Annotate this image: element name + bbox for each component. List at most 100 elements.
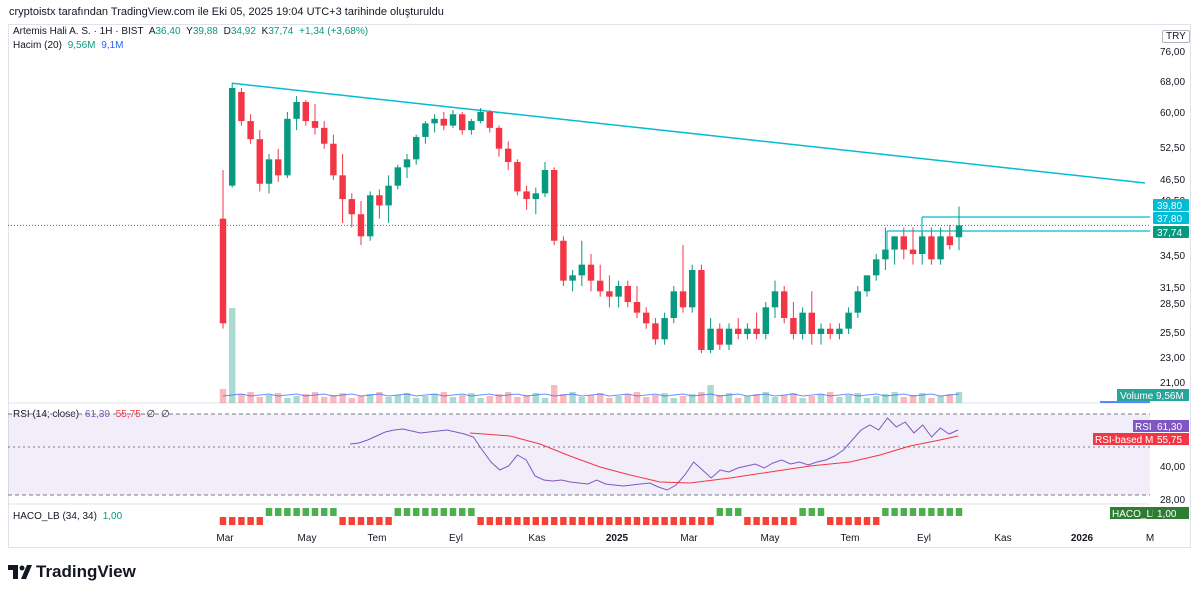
volume-bar	[909, 395, 917, 403]
candle-body	[872, 259, 880, 276]
chart-frame	[8, 24, 1191, 548]
currency-badge[interactable]: TRY	[1162, 30, 1190, 43]
price-axis-tick: 21,00	[1160, 378, 1185, 389]
haco-bar	[679, 517, 687, 525]
rsi-ma-name-tag: RSI-based MA	[1095, 435, 1160, 446]
volume-bar	[790, 393, 797, 403]
candle-body	[256, 139, 264, 184]
candle-body	[633, 302, 641, 313]
candle-body	[946, 236, 954, 246]
candle-body	[707, 328, 714, 350]
candle-body	[339, 175, 346, 200]
haco-bar	[403, 508, 411, 516]
candle-body	[661, 318, 668, 340]
candle-body	[578, 264, 586, 276]
time-axis-label: Kas	[994, 533, 1011, 544]
volume-bar	[330, 395, 337, 403]
haco-bar	[523, 517, 530, 525]
haco-bar	[937, 508, 944, 516]
haco-legend: HACO_LB (34, 34) 1,00	[13, 511, 125, 522]
volume-bar	[302, 394, 310, 403]
haco-bar	[302, 508, 310, 516]
candle-body	[302, 102, 310, 122]
haco-bar	[339, 517, 346, 525]
volume-bar	[394, 395, 402, 403]
volume-bar	[458, 395, 466, 403]
candle-body	[320, 127, 328, 144]
rsi-line	[349, 417, 959, 491]
haco-legend-value: 1,00	[102, 511, 123, 522]
volume-bar	[256, 397, 264, 403]
haco-bar	[633, 517, 641, 525]
volume-bar	[716, 395, 724, 403]
candle-body	[918, 236, 926, 254]
volume-bar	[348, 398, 356, 403]
candle-body	[900, 236, 908, 250]
haco-bar	[385, 517, 392, 525]
volume-bar	[661, 393, 668, 403]
haco-bar	[394, 508, 402, 516]
price-axis-tick: 28,50	[1160, 299, 1185, 310]
haco-bar	[716, 508, 724, 516]
volume-bar	[532, 393, 540, 403]
haco-bar	[219, 517, 227, 525]
haco-bar	[900, 508, 908, 516]
volume-value-tag-bg	[1153, 389, 1189, 401]
candle-body	[228, 88, 236, 186]
haco-bar	[799, 508, 806, 516]
volume-bar	[274, 393, 282, 403]
volume-bar	[376, 392, 383, 403]
candle-body	[394, 167, 402, 186]
volume-bar	[403, 393, 411, 403]
haco-bar	[431, 508, 438, 516]
candle-body	[624, 286, 632, 302]
haco-bar	[845, 517, 852, 525]
candle-body	[771, 291, 779, 308]
tradingview-logo[interactable]: TradingView	[8, 562, 136, 582]
haco-bar	[578, 517, 586, 525]
symbol-legend: Artemis Hali A. S. · 1H · BIST A36,40 Y3…	[13, 26, 371, 37]
haco-bar	[596, 517, 604, 525]
candle-body	[587, 264, 595, 281]
haco-bar	[808, 508, 816, 516]
volume-bar	[633, 392, 641, 403]
haco-bar	[652, 517, 659, 525]
haco-bar	[440, 508, 448, 516]
volume-bar	[872, 396, 880, 403]
volume-bar	[780, 395, 788, 403]
candle-body	[514, 162, 521, 192]
volume-bar	[357, 396, 365, 403]
time-axis-label: Eyl	[917, 533, 931, 544]
price-axis-tick: 60,00	[1160, 108, 1185, 119]
volume-bar	[366, 394, 374, 403]
candle-body	[532, 193, 540, 200]
candle-body	[366, 195, 374, 237]
time-axis-label: 2026	[1071, 533, 1094, 544]
volume-name-tag: Volume	[1120, 391, 1154, 402]
descending-trendline	[232, 82, 1146, 184]
volume-bar	[495, 394, 503, 403]
haco-bar	[357, 517, 365, 525]
candle-body	[909, 249, 917, 254]
haco-bar	[504, 517, 512, 525]
candle-body	[615, 286, 622, 297]
haco-bar	[477, 517, 484, 525]
candle-body	[826, 328, 834, 334]
close-value: 37,74	[268, 26, 294, 37]
volume-bar	[431, 394, 438, 403]
volume-bar	[863, 398, 871, 403]
haco-bar	[238, 517, 245, 525]
haco-bar	[348, 517, 356, 525]
prev-level-tag: 37,80	[1157, 214, 1182, 225]
low-label: D	[223, 26, 231, 37]
candle-body	[679, 291, 687, 308]
time-axis-label: Mar	[680, 533, 698, 544]
volume-bar	[587, 395, 595, 403]
candle-body	[330, 143, 337, 176]
haco-bar	[725, 508, 733, 516]
candle-body	[560, 240, 567, 281]
candle-body	[790, 318, 797, 334]
volume-bar	[606, 398, 613, 403]
high-price-tag: 39,80	[1157, 201, 1182, 212]
